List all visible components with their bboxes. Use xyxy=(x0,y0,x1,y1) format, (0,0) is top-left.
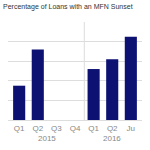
svg-text:Q4: Q4 xyxy=(70,124,81,133)
svg-text:Q2: Q2 xyxy=(32,124,43,133)
svg-text:Q3: Q3 xyxy=(51,124,62,133)
svg-text:Q2: Q2 xyxy=(107,124,118,133)
svg-text:Q1: Q1 xyxy=(88,124,99,133)
svg-text:Q1: Q1 xyxy=(14,124,25,133)
svg-text:2016: 2016 xyxy=(103,134,121,143)
svg-text:2015: 2015 xyxy=(38,134,56,143)
svg-text:Percentage of Loans with an MF: Percentage of Loans with an MFN Sunset xyxy=(3,3,133,11)
svg-text:Ju: Ju xyxy=(127,124,135,133)
